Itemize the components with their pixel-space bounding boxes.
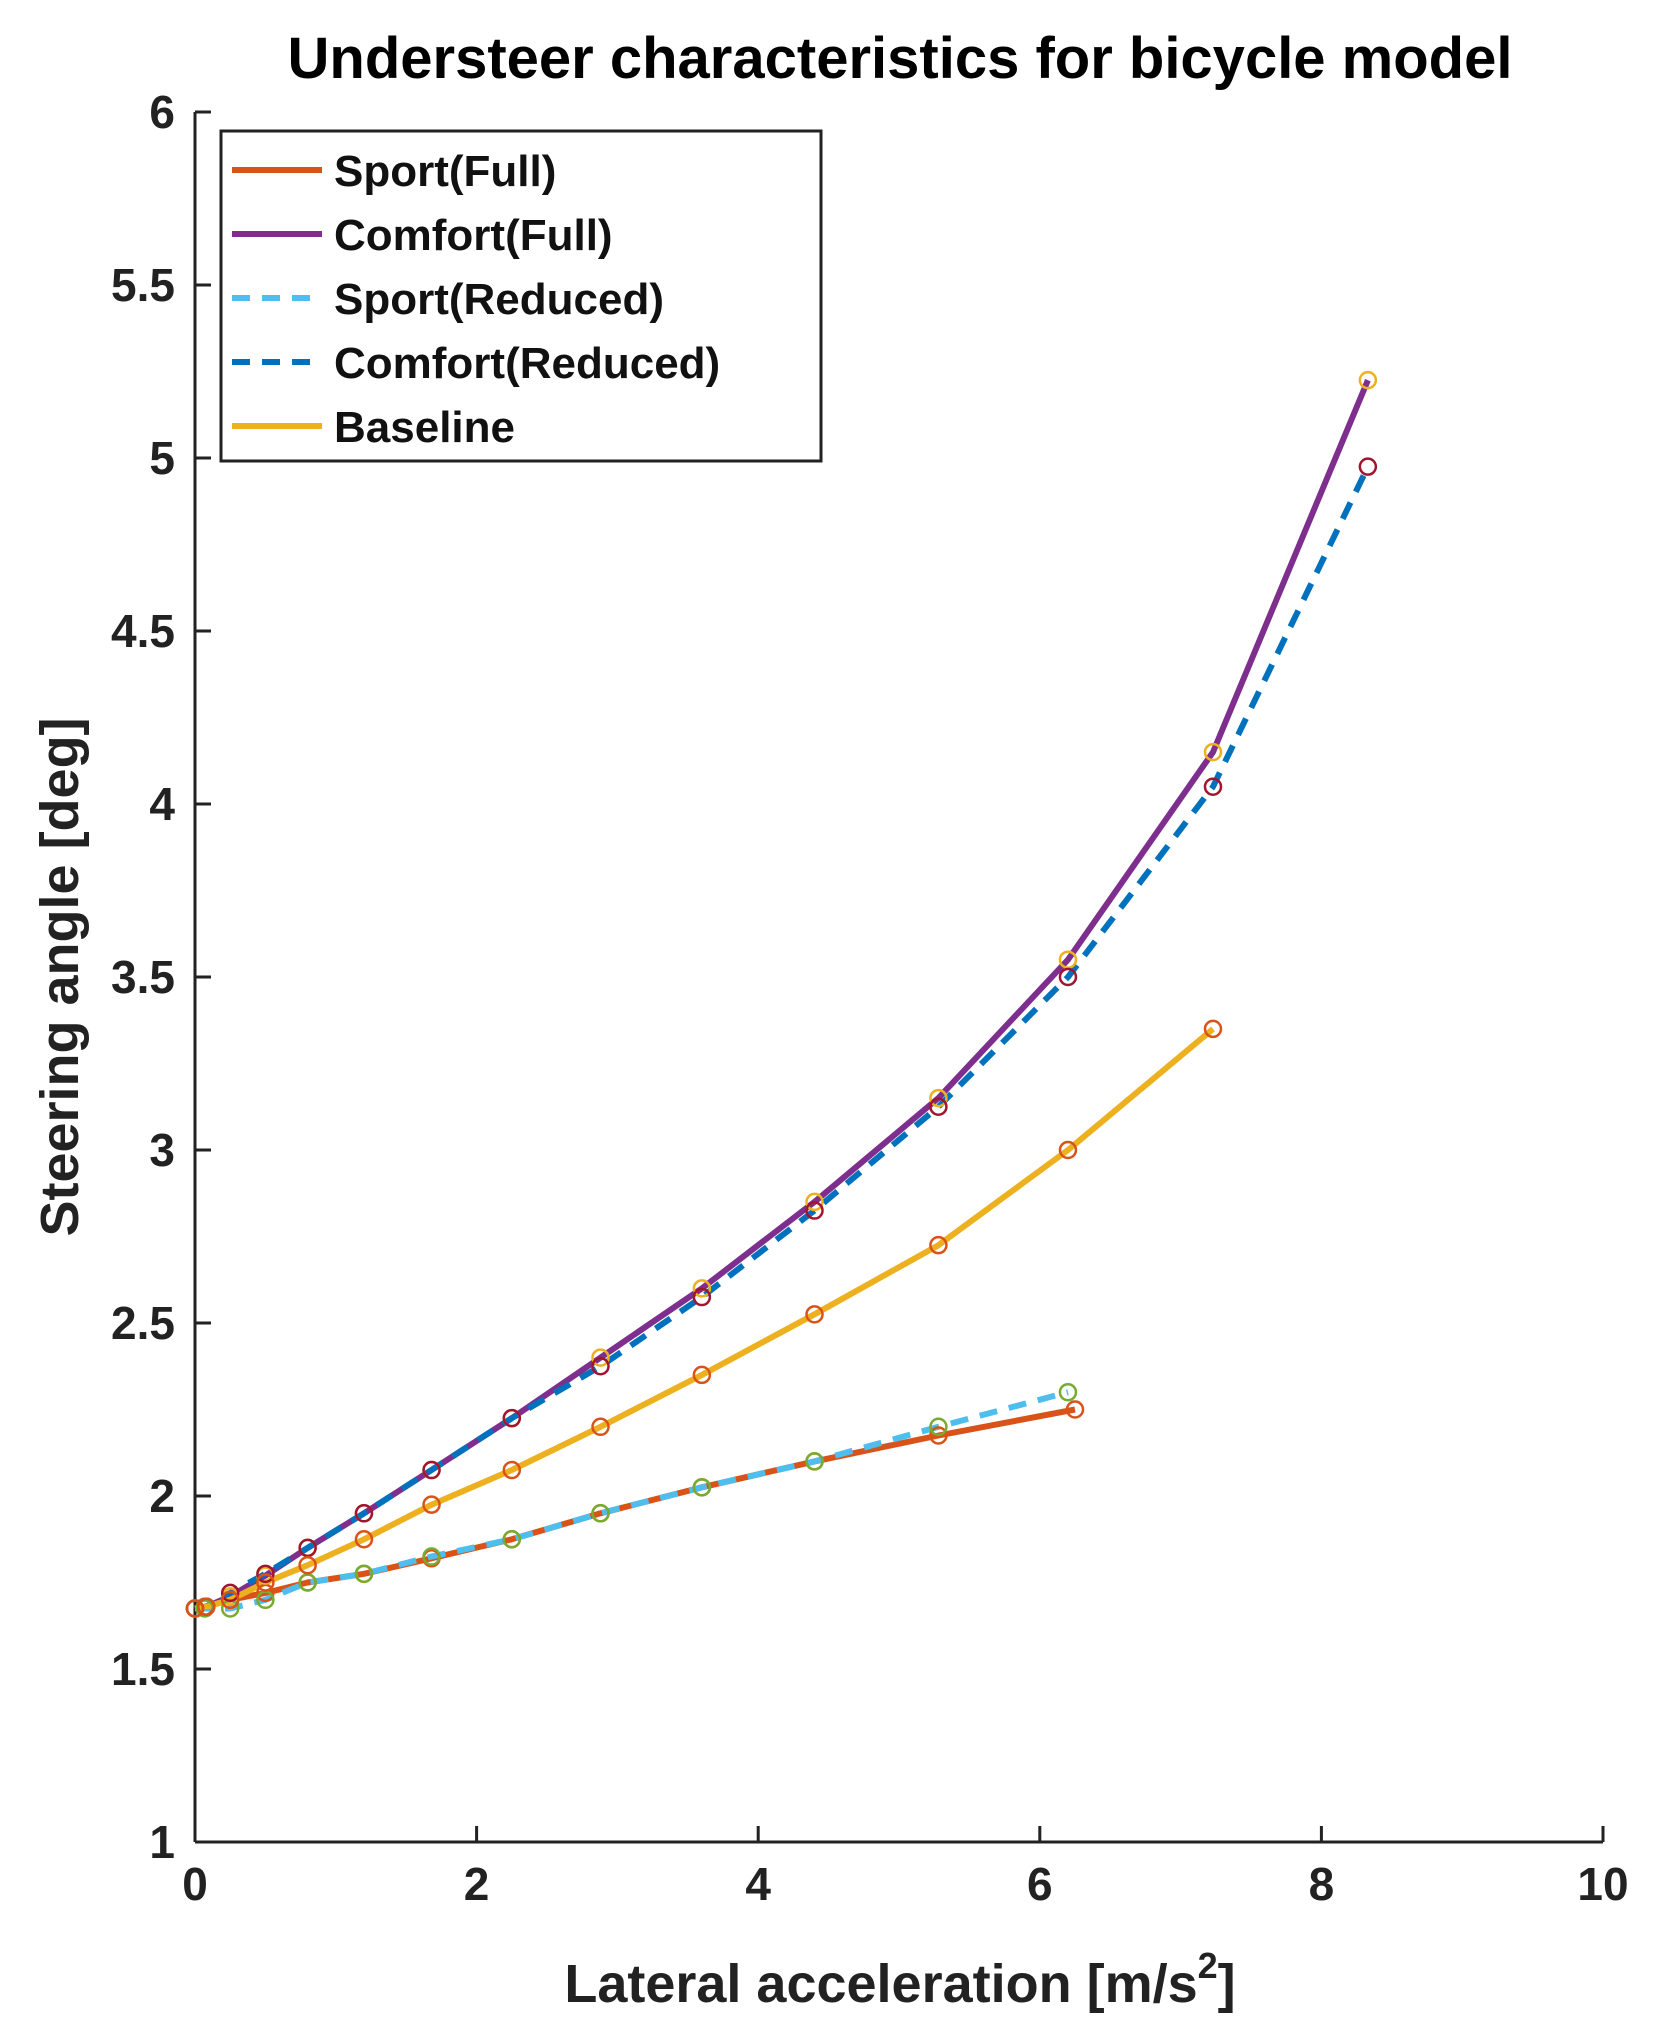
data-point-marker: [591, 1357, 610, 1376]
data-point-marker: [1058, 967, 1078, 987]
series-line-comfort-reduced: [194, 465, 1371, 1612]
data-point-marker: [354, 1564, 374, 1584]
data-point-marker: [354, 1504, 374, 1523]
x-tick-label: 8: [1309, 1858, 1335, 1910]
data-point-marker: [220, 1583, 240, 1603]
legend-entry-label: Sport(Reduced): [334, 275, 664, 324]
x-tick-label: 10: [1577, 1858, 1628, 1910]
x-tick-label: 4: [745, 1858, 771, 1910]
legend-entry-label: Comfort(Reduced): [334, 339, 720, 388]
data-point-marker: [805, 1201, 824, 1220]
x-axis-label: Lateral acceleration [m/s2]: [564, 1945, 1235, 2014]
y-tick-label: 2.5: [111, 1297, 175, 1349]
series-lines: [194, 379, 1371, 1612]
y-tick-label: 3: [149, 1124, 175, 1176]
data-point-marker: [422, 1547, 441, 1566]
data-point-marker: [298, 1555, 317, 1575]
legend-entry-label: Comfort(Full): [334, 211, 613, 260]
series-markers: [185, 370, 1378, 1618]
data-point-marker: [422, 1460, 441, 1480]
y-tick-label: 1.5: [111, 1643, 175, 1695]
data-point-marker: [929, 1235, 948, 1255]
data-point-marker: [805, 1192, 824, 1212]
data-point-marker: [929, 1097, 948, 1116]
data-point-marker: [692, 1279, 712, 1298]
y-tick-label: 1: [149, 1816, 175, 1868]
data-point-marker: [929, 1417, 948, 1437]
y-tick-label: 6: [149, 86, 175, 138]
x-tick-label: 2: [464, 1858, 490, 1910]
y-tick-label: 5.5: [111, 259, 175, 311]
data-point-marker: [256, 1583, 275, 1603]
data-point-marker: [502, 1408, 522, 1428]
data-point-marker: [422, 1495, 441, 1514]
data-point-marker: [298, 1538, 317, 1558]
x-axis-label-superscript: 2: [1198, 1945, 1218, 1986]
y-axis-ticks: 1 1.5 2 2.5 3 3.5 4 4.5 5 5.5 6: [111, 86, 211, 1868]
y-axis-label: Steering angle [deg]: [30, 717, 90, 1236]
data-point-marker: [185, 1599, 205, 1618]
legend-box: [219, 129, 823, 463]
y-tick-label: 4.5: [111, 605, 175, 657]
y-tick-label: 4: [149, 778, 175, 830]
data-point-marker: [805, 1305, 824, 1324]
data-point-marker: [692, 1287, 712, 1307]
data-point-marker: [929, 1426, 948, 1445]
data-point-marker: [805, 1452, 824, 1471]
data-point-marker: [591, 1348, 610, 1367]
series-line-comfort-full: [194, 379, 1371, 1612]
x-axis-ticks: 0 2 4 6 8 10: [182, 1826, 1629, 1910]
data-point-marker: [220, 1590, 240, 1610]
data-point-marker: [929, 1088, 948, 1108]
x-tick-label: 0: [182, 1858, 208, 1910]
data-point-marker: [591, 1417, 610, 1437]
data-point-marker: [1358, 370, 1378, 390]
data-point-marker: [256, 1564, 275, 1584]
data-point-marker: [692, 1478, 712, 1497]
data-point-marker: [1065, 1400, 1085, 1419]
legend-entry-label: Baseline: [334, 403, 515, 452]
data-point-marker: [1203, 742, 1223, 762]
data-point-marker: [591, 1504, 610, 1523]
legend: Sport(Full) Comfort(Full) Sport(Reduced) Co…: [219, 129, 823, 463]
y-tick-label: 3.5: [111, 951, 175, 1003]
data-point-marker: [1058, 1382, 1078, 1402]
data-point-marker: [354, 1530, 374, 1549]
y-tick-label: 2: [149, 1470, 175, 1522]
y-tick-label: 5: [149, 432, 175, 484]
data-point-marker: [692, 1365, 712, 1385]
data-point-marker: [1358, 457, 1378, 476]
data-point-marker: [502, 1460, 522, 1480]
data-point-marker: [1203, 777, 1223, 796]
data-point-marker: [256, 1573, 275, 1592]
x-tick-label: 6: [1027, 1858, 1053, 1910]
x-axis-label-suffix: ]: [1218, 1954, 1236, 2014]
data-point-marker: [256, 1590, 275, 1610]
legend-entry-label: Sport(Full): [334, 147, 556, 196]
chart-title: Understeer characteristics for bicycle m…: [288, 26, 1513, 91]
data-point-marker: [1203, 1019, 1223, 1039]
data-point-marker: [1058, 1140, 1078, 1160]
series-line-sport-reduced: [195, 1389, 1069, 1612]
data-point-marker: [298, 1573, 317, 1592]
data-point-marker: [1058, 950, 1078, 969]
data-point-marker: [197, 1597, 216, 1616]
data-point-marker: [502, 1530, 522, 1549]
